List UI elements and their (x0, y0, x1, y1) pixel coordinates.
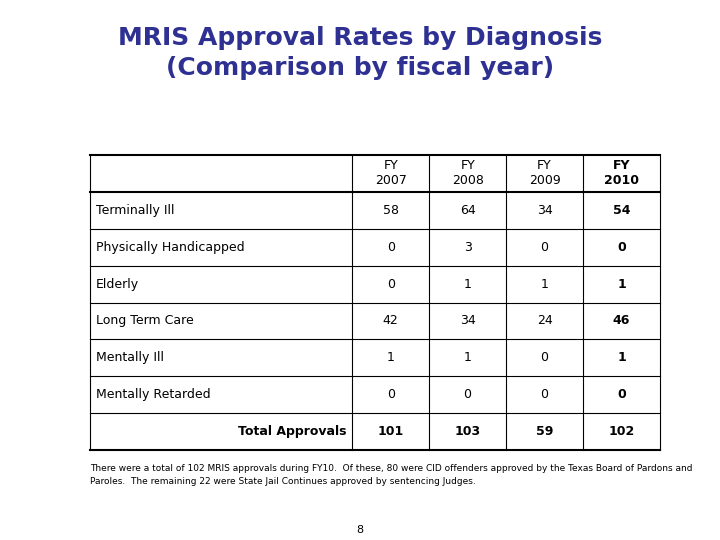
Text: There were a total of 102 MRIS approvals during FY10.  Of these, 80 were CID off: There were a total of 102 MRIS approvals… (90, 464, 693, 485)
Text: 0: 0 (464, 388, 472, 401)
Text: 0: 0 (387, 278, 395, 291)
Text: FY
2010: FY 2010 (604, 159, 639, 187)
Text: FY
2008: FY 2008 (451, 159, 484, 187)
Text: 34: 34 (536, 204, 552, 217)
Text: 3: 3 (464, 241, 472, 254)
Text: FY
2009: FY 2009 (528, 159, 560, 187)
Text: 1: 1 (541, 278, 549, 291)
Text: 0: 0 (387, 241, 395, 254)
Text: 0: 0 (617, 388, 626, 401)
Text: 1: 1 (464, 352, 472, 365)
Text: 0: 0 (541, 388, 549, 401)
Text: 42: 42 (383, 314, 399, 327)
Text: 64: 64 (460, 204, 475, 217)
Text: (Comparison by fiscal year): (Comparison by fiscal year) (166, 56, 554, 80)
Text: Long Term Care: Long Term Care (96, 314, 194, 327)
Text: FY
2007: FY 2007 (374, 159, 407, 187)
Text: Mentally Ill: Mentally Ill (96, 352, 164, 365)
Text: Elderly: Elderly (96, 278, 139, 291)
Text: 0: 0 (541, 241, 549, 254)
Text: 59: 59 (536, 425, 553, 438)
Text: 46: 46 (613, 314, 630, 327)
Text: 102: 102 (608, 425, 634, 438)
Text: 103: 103 (454, 425, 481, 438)
Text: 0: 0 (617, 241, 626, 254)
Text: 1: 1 (464, 278, 472, 291)
Text: 34: 34 (460, 314, 475, 327)
Text: 54: 54 (613, 204, 630, 217)
Text: 0: 0 (387, 388, 395, 401)
Text: 24: 24 (536, 314, 552, 327)
Text: Terminally Ill: Terminally Ill (96, 204, 174, 217)
Text: 1: 1 (617, 278, 626, 291)
Text: Physically Handicapped: Physically Handicapped (96, 241, 245, 254)
Text: 8: 8 (356, 525, 364, 535)
Text: MRIS Approval Rates by Diagnosis: MRIS Approval Rates by Diagnosis (118, 26, 602, 50)
Text: 0: 0 (541, 352, 549, 365)
Text: 1: 1 (617, 352, 626, 365)
Text: Total Approvals: Total Approvals (238, 425, 346, 438)
Text: 58: 58 (382, 204, 399, 217)
Text: Mentally Retarded: Mentally Retarded (96, 388, 211, 401)
Text: 101: 101 (377, 425, 404, 438)
Text: 1: 1 (387, 352, 395, 365)
